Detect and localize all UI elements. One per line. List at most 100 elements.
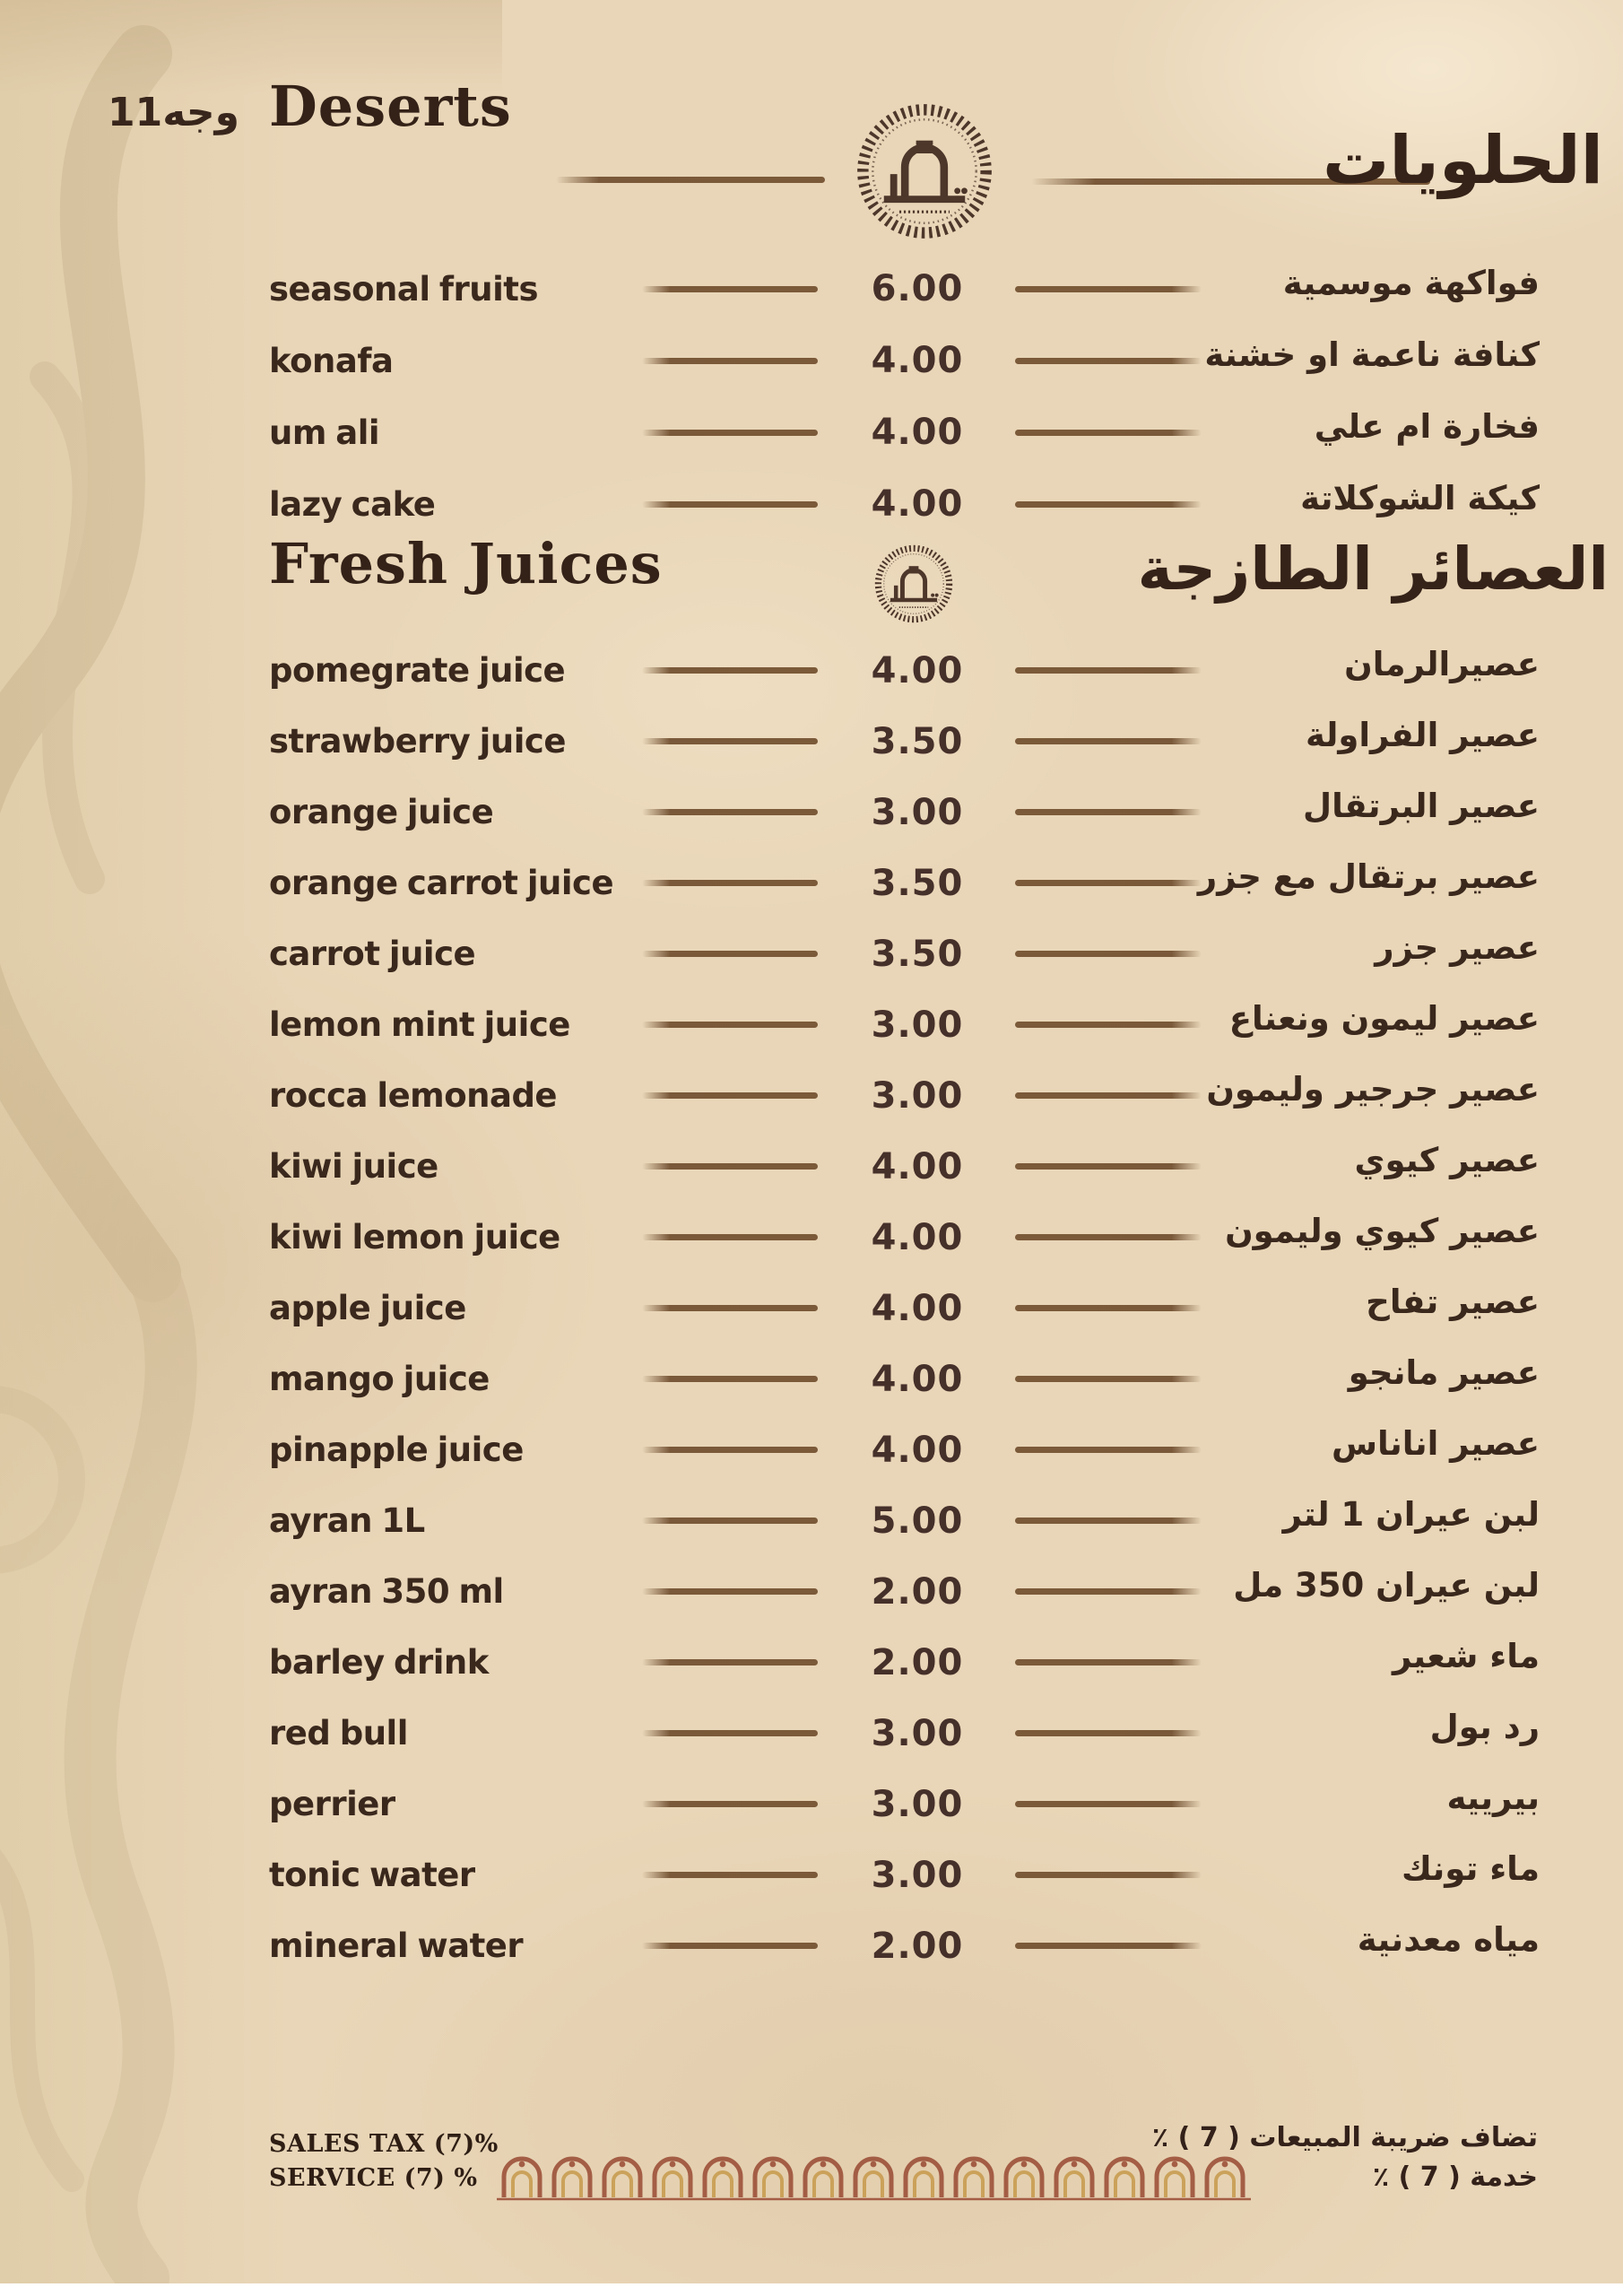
footer-tax-notes-english: SALES TAX (7)% SERVICE (7) % [269,2127,499,2196]
item-price: 4.00 [871,649,964,691]
leader-line-left [642,1163,818,1170]
item-name-english: rocca lemonade [269,1076,558,1115]
leader-line-left [642,1801,818,1807]
leader-line-right [1015,1730,1202,1736]
item-name-english: seasonal fruits [269,269,538,309]
item-name-arabic: عصير ليمون ونعناع [1228,999,1540,1038]
leader-line-right [1015,1518,1202,1524]
footer-tax-notes-arabic: تضاف ضريبة المبيعات ( 7 ) ٪ خدمة ( 7 ) ٪ [1152,2118,1538,2197]
leader-line-right [1015,1801,1202,1807]
calligraphy-watermark [0,25,197,2296]
menu-item-row: lemon mint juice 3.00 عصير ليمون ونعناع [269,989,1540,1060]
photo-edge [0,2283,1623,2296]
item-name-arabic: ماء تونك [1401,1849,1540,1888]
leader-line-left [642,1943,818,1949]
item-name-arabic: فخارة ام علي [1314,406,1540,446]
restaurant-logo-small [873,544,954,624]
item-name-english: tonic water [269,1856,475,1894]
section-title-deserts: Deserts [269,74,512,139]
item-price: 4.00 [871,1145,964,1187]
menu-item-row: orange carrot juice 3.50 عصير برتقال مع … [269,848,1540,918]
item-price: 4.00 [871,1287,964,1329]
leader-line-right [1015,1447,1202,1453]
item-name-english: strawberry juice [269,722,566,761]
leader-line-right [1015,1305,1202,1311]
item-name-english: kiwi lemon juice [269,1218,560,1257]
item-name-arabic: ماء شعير [1393,1637,1540,1675]
menu-item-row: mineral water 2.00 مياه معدنية [269,1910,1540,1981]
leader-line-right [1015,1943,1202,1949]
menu-item-row: ayran 1L 5.00 لبن عيران 1 لتر [269,1485,1540,1556]
item-name-english: red bull [269,1714,408,1752]
menu-item-row: carrot juice 3.50 عصير جزر [269,918,1540,989]
menu-item-row: strawberry juice 3.50 عصير الفراولة [269,706,1540,777]
item-price: 3.50 [871,933,964,975]
item-price: 2.00 [871,1570,964,1613]
menu-item-row: kiwi lemon juice 4.00 عصير كيوي وليمون [269,1202,1540,1273]
restaurant-logo [855,101,994,241]
decorative-arch-border [497,2152,1251,2205]
menu-item-row: tonic water 3.00 ماء تونك [269,1839,1540,1910]
item-name-english: ayran 350 ml [269,1572,504,1611]
leader-line-right [1015,809,1202,815]
item-price: 4.00 [871,483,964,525]
menu-item-row: pinapple juice 4.00 عصير اناناس [269,1414,1540,1485]
leader-line-right [1015,1163,1202,1170]
item-name-arabic: رد بول [1429,1708,1540,1746]
item-name-english: pomegrate juice [269,651,566,690]
service-note: SERVICE (7) % [269,2164,478,2192]
leader-line-right [1015,285,1202,292]
item-name-english: lazy cake [269,484,436,524]
item-price: 3.00 [871,791,964,833]
menu-item-row: um ali 4.00 فخارة ام علي [269,396,1540,468]
item-name-arabic: فواكهة موسمية [1282,263,1540,302]
menu-item-row: lazy cake 4.00 كيكة الشوكلاتة [269,468,1540,540]
item-name-arabic: كيكة الشوكلاتة [1300,478,1540,517]
item-name-english: pinapple juice [269,1431,524,1469]
menu-item-row: barley drink 2.00 ماء شعير [269,1627,1540,1698]
leader-line-right [1015,500,1202,508]
leader-line-left [642,285,818,292]
sales-tax-note-arabic: تضاف ضريبة المبيعات ( 7 ) ٪ [1151,2122,1538,2153]
leader-line-left [642,951,818,957]
item-price: 4.00 [871,1358,964,1400]
item-name-arabic: لبن عيران 350 مل [1233,1566,1540,1605]
item-name-arabic: عصير جزر [1375,928,1540,967]
sales-tax-note: SALES TAX (7)% [269,2130,499,2158]
leader-line-right [1015,1022,1202,1028]
leader-line-right [1015,667,1202,674]
leader-line-right [1015,1872,1202,1878]
item-name-arabic: عصير كيوي [1354,1141,1540,1179]
section-title-juices-arabic: العصائر الطازجة [1137,535,1609,604]
leader-line-left [642,738,818,744]
menu-item-row: perrier 3.00 بيرييه [269,1769,1540,1839]
leader-line-right [1015,951,1202,957]
item-name-english: orange carrot juice [269,864,614,902]
item-name-english: mineral water [269,1926,524,1965]
section-title-fresh-juices: Fresh Juices [269,531,663,596]
menu-item-row: konafa 4.00 كنافة ناعمة او خشنة [269,325,1540,396]
menu-item-row: pomegrate juice 4.00 عصيرالرمان [269,635,1540,706]
leader-line-left [642,1447,818,1453]
paper-shade [0,0,502,95]
item-price: 4.00 [871,340,964,381]
leader-line-left [642,880,818,886]
item-price: 5.00 [871,1500,964,1542]
menu-item-row: orange juice 3.00 عصير البرتقال [269,777,1540,848]
leader-line-left [642,500,818,508]
leader-line-left [642,1234,818,1240]
menu-item-row: seasonal fruits 6.00 فواكهة موسمية [269,253,1540,325]
item-name-english: orange juice [269,793,494,831]
item-price: 3.50 [871,862,964,904]
item-price: 3.00 [871,1783,964,1825]
item-name-arabic: مياه معدنية [1357,1920,1540,1959]
header-leader-line-right [1031,178,1430,185]
desserts-items: seasonal fruits 6.00 فواكهة موسمية konaf… [269,253,1540,540]
leader-line-left [642,809,818,815]
leader-line-left [642,1376,818,1382]
leader-line-right [1015,1659,1202,1665]
item-price: 3.00 [871,1712,964,1754]
item-name-english: kiwi juice [269,1147,438,1186]
item-name-arabic: عصير الفراولة [1306,716,1540,754]
item-name-english: um ali [269,413,380,452]
